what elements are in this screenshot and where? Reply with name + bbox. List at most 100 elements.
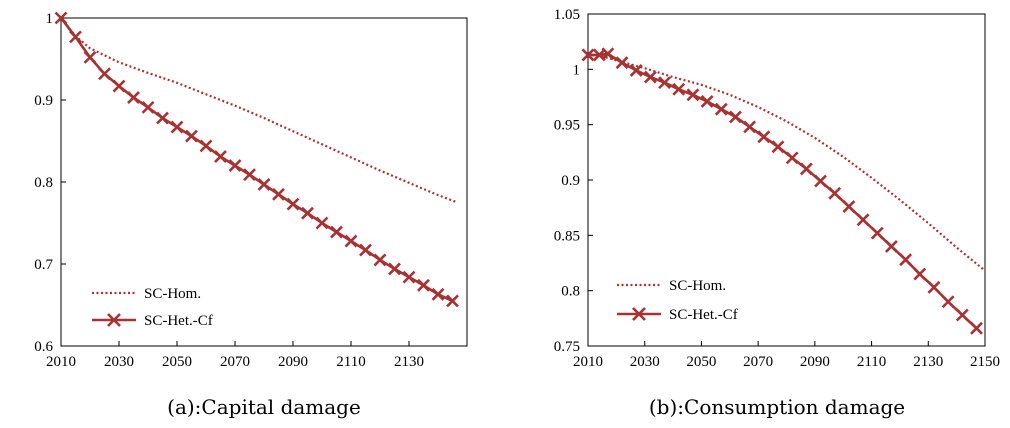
x-tick-label: 2130 xyxy=(913,354,943,370)
legend-label: SC-Het.-Cf xyxy=(669,307,738,323)
series-line-sc-het-cf xyxy=(59,17,454,303)
y-tick-label: 0.9 xyxy=(561,173,580,189)
data-point-marker xyxy=(83,50,97,64)
x-tick-label: 2050 xyxy=(162,354,192,370)
data-point-marker xyxy=(373,253,387,267)
data-point-marker xyxy=(941,295,955,309)
legend: SC-Hom. SC-Het.-Cf xyxy=(617,278,738,323)
data-point-marker xyxy=(955,308,969,322)
x-tick-label: 2130 xyxy=(394,354,424,370)
legend-label: SC-Het.-Cf xyxy=(144,313,213,329)
data-point-marker xyxy=(228,159,242,173)
data-point-marker xyxy=(214,150,227,163)
y-tick-label: 0.85 xyxy=(554,228,580,244)
data-point-marker xyxy=(344,234,358,248)
x-tick-label: 2050 xyxy=(686,354,716,370)
x-tick-label: 2010 xyxy=(573,354,603,370)
data-point-marker xyxy=(714,102,728,116)
legend: SC-Hom. SC-Het.-Cf xyxy=(92,286,213,329)
plot-frame xyxy=(60,17,468,347)
x-tick-label: 2030 xyxy=(630,354,660,370)
data-point-marker xyxy=(185,129,198,143)
x-tick-label: 2010 xyxy=(46,354,76,370)
series-line-sc-het-cf xyxy=(588,52,978,330)
data-point-marker xyxy=(402,270,416,284)
data-point-marker xyxy=(700,95,714,108)
chart-panel-b: 0.75 0.8 0.85 0.9 0.95 1 1.05 2010 2030 2050 2070 2… xyxy=(554,7,1000,419)
data-point-marker xyxy=(771,140,785,154)
x-tick-label: 2090 xyxy=(800,354,830,370)
data-point-marker xyxy=(785,151,799,165)
data-point-marker xyxy=(581,48,595,62)
data-point-marker xyxy=(446,294,459,308)
data-point-marker xyxy=(431,287,445,301)
legend-label: SC-Hom. xyxy=(669,278,726,294)
plot-frame xyxy=(587,13,986,347)
series-line-sc-hom xyxy=(60,17,456,203)
data-point-marker xyxy=(272,187,285,201)
chart-panel-a: 0.6 0.7 0.8 0.9 1 2010 2030 2050 2070 2090 2110 213… xyxy=(34,11,468,419)
x-tick-label: 2030 xyxy=(104,354,134,370)
data-point-marker xyxy=(729,110,742,124)
data-point-marker xyxy=(127,91,140,104)
legend-marker xyxy=(107,313,121,327)
chart-caption: (b):Consumption damage xyxy=(649,395,905,419)
data-point-marker xyxy=(672,82,686,96)
data-point-marker xyxy=(257,178,271,191)
x-tick-label: 2070 xyxy=(220,354,250,370)
legend-marker xyxy=(632,307,646,321)
y-tick-label: 0.6 xyxy=(34,339,53,355)
data-point-marker xyxy=(388,262,401,276)
chart-caption: (a):Capital damage xyxy=(167,395,361,419)
data-point-marker xyxy=(615,56,629,70)
data-point-marker xyxy=(899,253,913,267)
data-point-marker xyxy=(814,174,827,188)
data-point-marker xyxy=(885,239,898,253)
data-point-marker xyxy=(686,88,700,102)
data-point-marker xyxy=(913,267,927,281)
x-tick-label: 2110 xyxy=(857,354,886,370)
y-tick-label: 1.05 xyxy=(554,7,580,23)
y-tick-label: 0.7 xyxy=(34,257,53,273)
data-point-marker xyxy=(286,197,300,211)
y-tick-label: 0.95 xyxy=(554,118,580,134)
data-point-marker xyxy=(359,243,372,257)
data-point-marker xyxy=(141,100,155,114)
series-line-sc-hom xyxy=(587,53,986,272)
data-point-marker xyxy=(243,168,256,182)
data-point-marker xyxy=(870,226,884,240)
data-point-marker xyxy=(828,186,842,200)
data-point-marker xyxy=(98,67,111,81)
data-point-marker xyxy=(658,76,671,90)
y-tick-label: 0.9 xyxy=(34,93,53,109)
y-tick-label: 1 xyxy=(573,62,581,78)
data-point-marker xyxy=(643,70,657,84)
data-point-marker xyxy=(799,162,813,176)
x-tick-label: 2090 xyxy=(278,354,308,370)
data-point-marker xyxy=(301,206,314,220)
data-point-marker xyxy=(330,225,343,239)
data-point-marker xyxy=(970,321,983,335)
data-point-marker xyxy=(54,11,68,25)
data-point-marker xyxy=(417,278,430,292)
y-tick-label: 0.8 xyxy=(561,284,580,300)
data-point-marker xyxy=(601,47,615,61)
data-point-marker xyxy=(199,139,213,153)
x-tick-label: 2110 xyxy=(336,354,365,370)
data-point-marker xyxy=(927,280,941,294)
data-point-marker xyxy=(743,120,757,134)
data-point-marker xyxy=(69,30,82,44)
x-tick-label: 2070 xyxy=(743,354,773,370)
y-tick-label: 1 xyxy=(46,11,54,27)
data-point-marker xyxy=(112,79,126,93)
data-point-marker xyxy=(842,200,856,213)
legend-label: SC-Hom. xyxy=(144,286,201,302)
data-point-marker xyxy=(856,213,870,227)
x-tick-label: 2150 xyxy=(970,354,1000,370)
data-point-marker xyxy=(757,130,771,144)
y-tick-label: 0.8 xyxy=(34,175,53,191)
y-tick-label: 0.75 xyxy=(554,339,580,355)
data-point-marker xyxy=(315,216,329,230)
data-point-marker xyxy=(629,64,643,77)
